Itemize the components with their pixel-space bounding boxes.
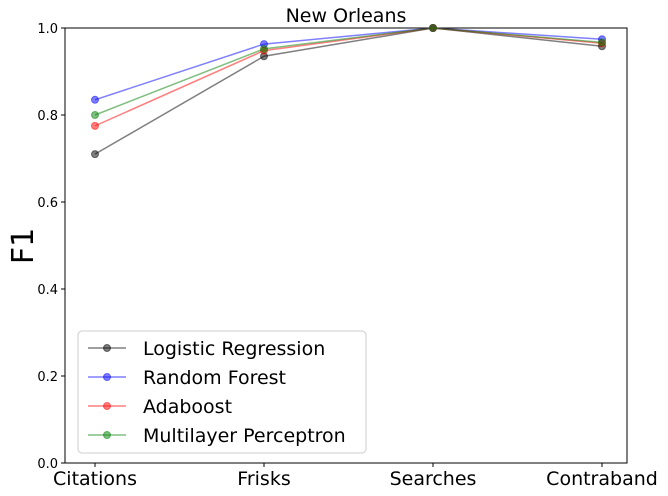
legend-swatch-marker: [103, 373, 111, 381]
y-axis-ticks: 0.0 0.2 0.4 0.6 0.8 1.0: [37, 22, 65, 472]
legend-label: Random Forest: [143, 367, 286, 389]
series-layer: [91, 24, 606, 159]
data-point: [260, 44, 268, 53]
legend-box: [77, 330, 367, 454]
x-tick-label: Frisks: [237, 468, 290, 490]
y-axis-label: F1: [6, 228, 41, 264]
x-tick-label: Searches: [390, 468, 477, 490]
chart-title: New Orleans: [286, 5, 407, 27]
y-tick-label: 0.2: [37, 370, 58, 385]
data-point: [429, 24, 437, 32]
data-point: [91, 150, 99, 159]
series-line: [94, 27, 603, 155]
y-tick-label: 0.0: [37, 457, 58, 472]
data-point: [91, 95, 99, 104]
legend-label: Logistic Regression: [143, 338, 325, 360]
legend-swatch-marker: [103, 402, 111, 410]
x-tick-label: Contraband: [546, 468, 658, 490]
legend-label: Multilayer Perceptron: [143, 425, 346, 447]
y-tick-label: 0.4: [37, 283, 58, 298]
series-multilayer-perceptron: [91, 24, 606, 119]
legend-entry: Multilayer Perceptron: [88, 425, 346, 447]
legend: Logistic Regression Random Forest Adaboost…: [77, 330, 367, 454]
series-line: [94, 27, 603, 116]
data-point: [598, 38, 606, 47]
x-tick-label: Citations: [53, 468, 137, 490]
legend-swatch-marker: [103, 344, 111, 352]
legend-entry: Adaboost: [88, 396, 232, 418]
x-axis-ticks: Citations Frisks Searches Contraband: [53, 463, 658, 490]
y-tick-label: 0.6: [37, 196, 58, 211]
y-tick-label: 0.8: [37, 109, 58, 124]
series-line: [94, 27, 603, 101]
legend-entry: Logistic Regression: [88, 338, 325, 360]
legend-label: Adaboost: [143, 396, 232, 418]
data-point: [91, 121, 99, 130]
legend-entry: Random Forest: [88, 367, 286, 389]
data-point: [91, 111, 99, 119]
legend-swatch-marker: [103, 431, 111, 439]
y-tick-label: 1.0: [37, 22, 58, 37]
